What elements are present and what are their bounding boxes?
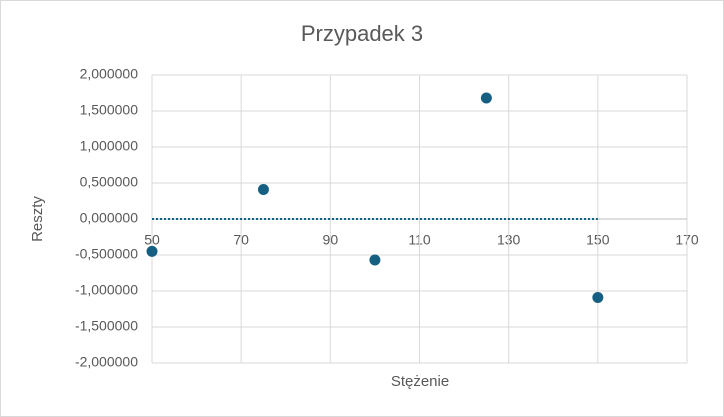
y-tick-label: 0,000000 [80,210,139,226]
y-tick-label: -1,500000 [75,318,138,334]
y-tick-label: 1,500000 [80,102,139,118]
y-tick-label: -1,000000 [75,282,138,298]
point [592,291,604,303]
y-tick-label: 0,500000 [80,174,139,190]
y-axis-label: Reszty [29,196,46,242]
chart-title: Przypadek 3 [301,21,423,46]
x-axis-label: Stężenie [391,373,449,390]
y-tick-label: 2,000000 [80,66,139,82]
y-tick-label: 1,000000 [80,138,139,154]
point [480,92,492,104]
point [146,245,158,257]
y-tick-label: -0,500000 [75,246,138,262]
point [369,254,381,266]
point [257,183,269,195]
y-tick-label: -2,000000 [75,354,138,370]
